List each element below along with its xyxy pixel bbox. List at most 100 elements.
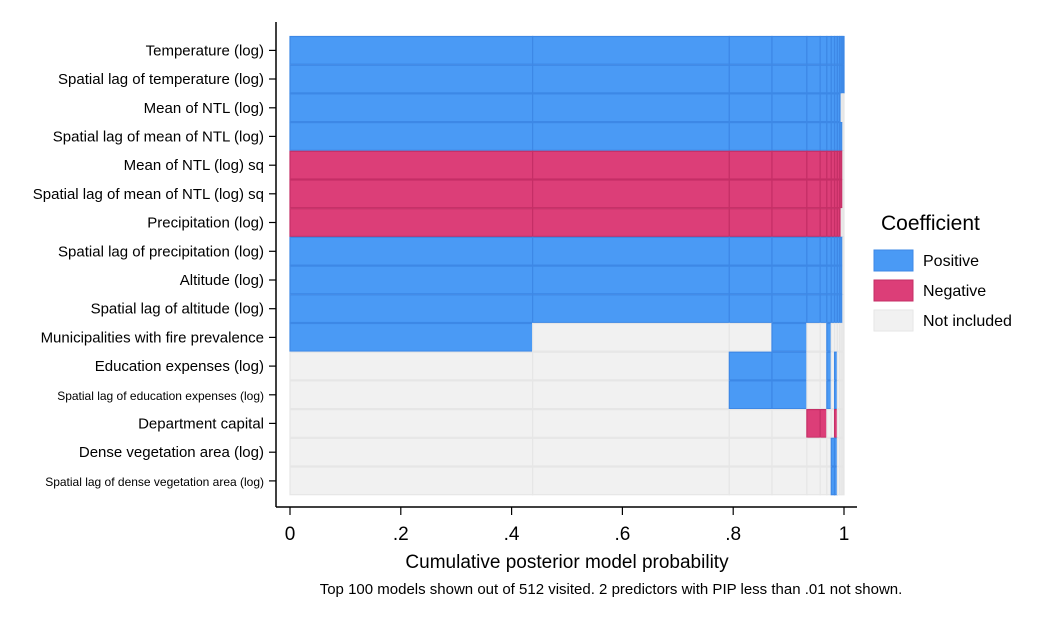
cell-row13-model3 [771, 409, 808, 438]
cell-row5-model12 [842, 179, 845, 209]
cell-row0-model1 [532, 35, 730, 65]
legend-swatch-0 [873, 249, 914, 272]
x-tick-label-4: .8 [725, 524, 741, 545]
cell-row12-model1 [532, 380, 730, 410]
cell-row1-model1 [532, 64, 730, 94]
cell-row13-model12 [842, 409, 845, 438]
cell-row3-model12 [842, 121, 845, 151]
cell-row9-model0 [289, 294, 534, 324]
cell-row4-model0 [289, 150, 534, 180]
cell-row6-model6 [826, 208, 832, 237]
cell-row2-model0 [289, 93, 534, 123]
cell-row8-model4 [806, 265, 821, 295]
cell-row10-model5 [819, 322, 828, 352]
row-label-14: Dense vegetation area (log) [79, 444, 264, 461]
cell-row14-model2 [728, 437, 773, 467]
cell-row0-model5 [819, 35, 828, 65]
cell-row1-model2 [728, 64, 773, 94]
cell-row10-model2 [728, 322, 773, 352]
cell-row15-model12 [842, 466, 845, 496]
cell-row14-model12 [842, 437, 845, 467]
cell-row9-model3 [771, 294, 808, 324]
cell-row8-model12 [842, 265, 845, 295]
cell-row15-model2 [728, 466, 773, 496]
cell-row15-model5 [819, 466, 828, 496]
cell-row11-model2 [728, 351, 773, 381]
cell-row2-model6 [826, 93, 832, 123]
row-label-15: Spatial lag of dense vegetation area (lo… [45, 475, 264, 489]
row-label-1: Spatial lag of temperature (log) [58, 71, 264, 88]
cell-row8-model1 [532, 265, 730, 295]
cell-row8-model3 [771, 265, 808, 295]
cell-row13-model5 [819, 409, 828, 438]
cell-row12-model4 [806, 380, 821, 410]
cell-row9-model12 [842, 294, 845, 324]
cell-row5-model3 [771, 179, 808, 209]
cell-row6-model1 [532, 208, 730, 237]
legend-swatch-1 [873, 279, 914, 302]
cell-row11-model3 [771, 351, 808, 381]
legend-swatch-2 [873, 309, 914, 332]
cell-row1-model0 [289, 64, 534, 94]
cell-row15-model0 [289, 466, 534, 496]
cell-row2-model1 [532, 93, 730, 123]
cell-row0-model12 [842, 35, 845, 65]
cell-row5-model4 [806, 179, 821, 209]
cell-row1-model6 [826, 64, 832, 94]
cell-row12-model5 [819, 380, 828, 410]
x-tick-label-5: 1 [839, 524, 850, 545]
cell-row0-model0 [289, 35, 534, 65]
cell-row7-model0 [289, 236, 534, 266]
cell-row2-model5 [819, 93, 828, 123]
cell-row9-model1 [532, 294, 730, 324]
cell-row8-model2 [728, 265, 773, 295]
cell-row14-model0 [289, 437, 534, 467]
legend-label-2: Not included [923, 313, 1012, 330]
cell-row1-model3 [771, 64, 808, 94]
row-label-12: Spatial lag of education expenses (log) [57, 389, 264, 403]
cell-row7-model6 [826, 236, 832, 266]
cell-row12-model12 [842, 380, 845, 410]
cell-row6-model12 [842, 208, 845, 237]
x-tick-label-0: 0 [285, 524, 296, 545]
cell-row14-model5 [819, 437, 828, 467]
x-tick-label-1: .2 [393, 524, 409, 545]
cell-row15-model1 [532, 466, 730, 496]
x-axis-title: Cumulative posterior model probability [405, 552, 729, 573]
cell-row8-model5 [819, 265, 828, 295]
cell-row15-model3 [771, 466, 808, 496]
row-label-11: Education expenses (log) [95, 358, 264, 375]
cell-row11-model12 [842, 351, 845, 381]
cell-row0-model4 [806, 35, 821, 65]
row-label-13: Department capital [138, 415, 264, 432]
cell-row4-model12 [842, 150, 845, 180]
cell-row15-model4 [806, 466, 821, 496]
cell-row12-model0 [289, 380, 534, 410]
cell-row0-model3 [771, 35, 808, 65]
cell-row3-model0 [289, 121, 534, 151]
cell-row5-model0 [289, 179, 534, 209]
cell-row10-model1 [532, 322, 730, 352]
cell-row2-model3 [771, 93, 808, 123]
row-label-0: Temperature (log) [146, 42, 264, 59]
cell-row8-model0 [289, 265, 534, 295]
cells-layer [289, 35, 845, 496]
cell-row4-model3 [771, 150, 808, 180]
cell-row4-model5 [819, 150, 828, 180]
cell-row3-model1 [532, 121, 730, 151]
cell-row14-model1 [532, 437, 730, 467]
cell-row0-model2 [728, 35, 773, 65]
x-tick-label-3: .6 [614, 524, 630, 545]
cell-row9-model2 [728, 294, 773, 324]
cell-row5-model5 [819, 179, 828, 209]
legend-title: Coefficient [881, 212, 980, 235]
cell-row15-model6 [826, 466, 832, 496]
cell-row14-model4 [806, 437, 821, 467]
legend-label-0: Positive [923, 253, 979, 270]
row-label-5: Spatial lag of mean of NTL (log) sq [33, 186, 264, 203]
cell-row8-model6 [826, 265, 832, 295]
cell-row5-model1 [532, 179, 730, 209]
row-label-4: Mean of NTL (log) sq [124, 157, 264, 174]
cell-row1-model4 [806, 64, 821, 94]
cell-row9-model4 [806, 294, 821, 324]
